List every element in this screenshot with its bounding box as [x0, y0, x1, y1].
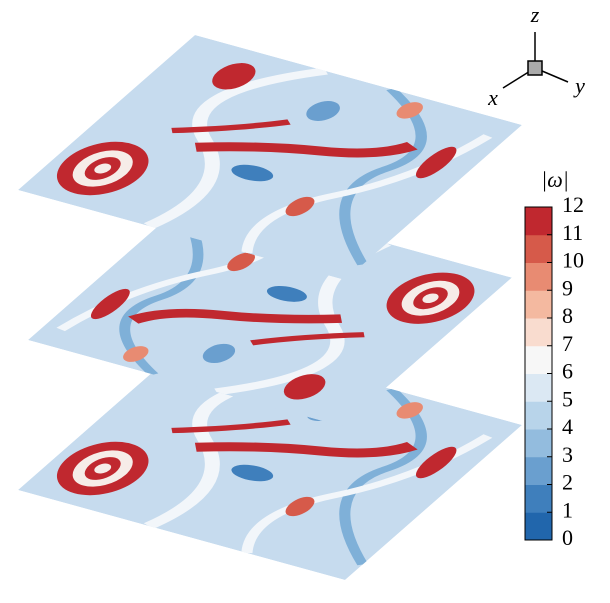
colorbar-tick-label: 10: [562, 248, 584, 273]
axis-label-y: y: [573, 73, 585, 98]
colorbar-band: [525, 484, 552, 513]
colorbar-band: [525, 234, 552, 263]
colorbar-band: [525, 429, 552, 458]
colorbar-tick-label: 3: [562, 442, 573, 467]
axis-triad: [502, 32, 569, 89]
colorbar-tick-label: 4: [562, 414, 573, 439]
colorbar-band: [525, 318, 552, 347]
colorbar-band: [525, 401, 552, 430]
colorbar-band: [525, 345, 552, 374]
colorbar-band: [525, 262, 552, 291]
colorbar-band: [525, 290, 552, 319]
colorbar-tick-label: 5: [562, 386, 573, 411]
axis-label-x: x: [487, 85, 498, 110]
colorbar-tick-label: 12: [562, 192, 584, 217]
colorbar-tick-label: 8: [562, 303, 573, 328]
colorbar-band: [525, 456, 552, 485]
colorbar-label: |ω|: [541, 167, 569, 192]
colorbar-tick-label: 6: [562, 359, 573, 384]
colorbar-band: [525, 207, 552, 236]
axis-label-z: z: [530, 2, 540, 27]
slice-top: [18, 35, 522, 280]
colorbar-tick-label: 9: [562, 275, 573, 300]
colorbar-tick-label: 2: [562, 470, 573, 495]
colorbar-tick-label: 0: [562, 525, 573, 550]
colorbar-band: [525, 512, 552, 541]
colorbar-band: [525, 373, 552, 402]
colorbar-tick-label: 11: [562, 220, 583, 245]
colorbar-tick-label: 7: [562, 331, 573, 356]
colorbar-tick-label: 1: [562, 497, 573, 522]
